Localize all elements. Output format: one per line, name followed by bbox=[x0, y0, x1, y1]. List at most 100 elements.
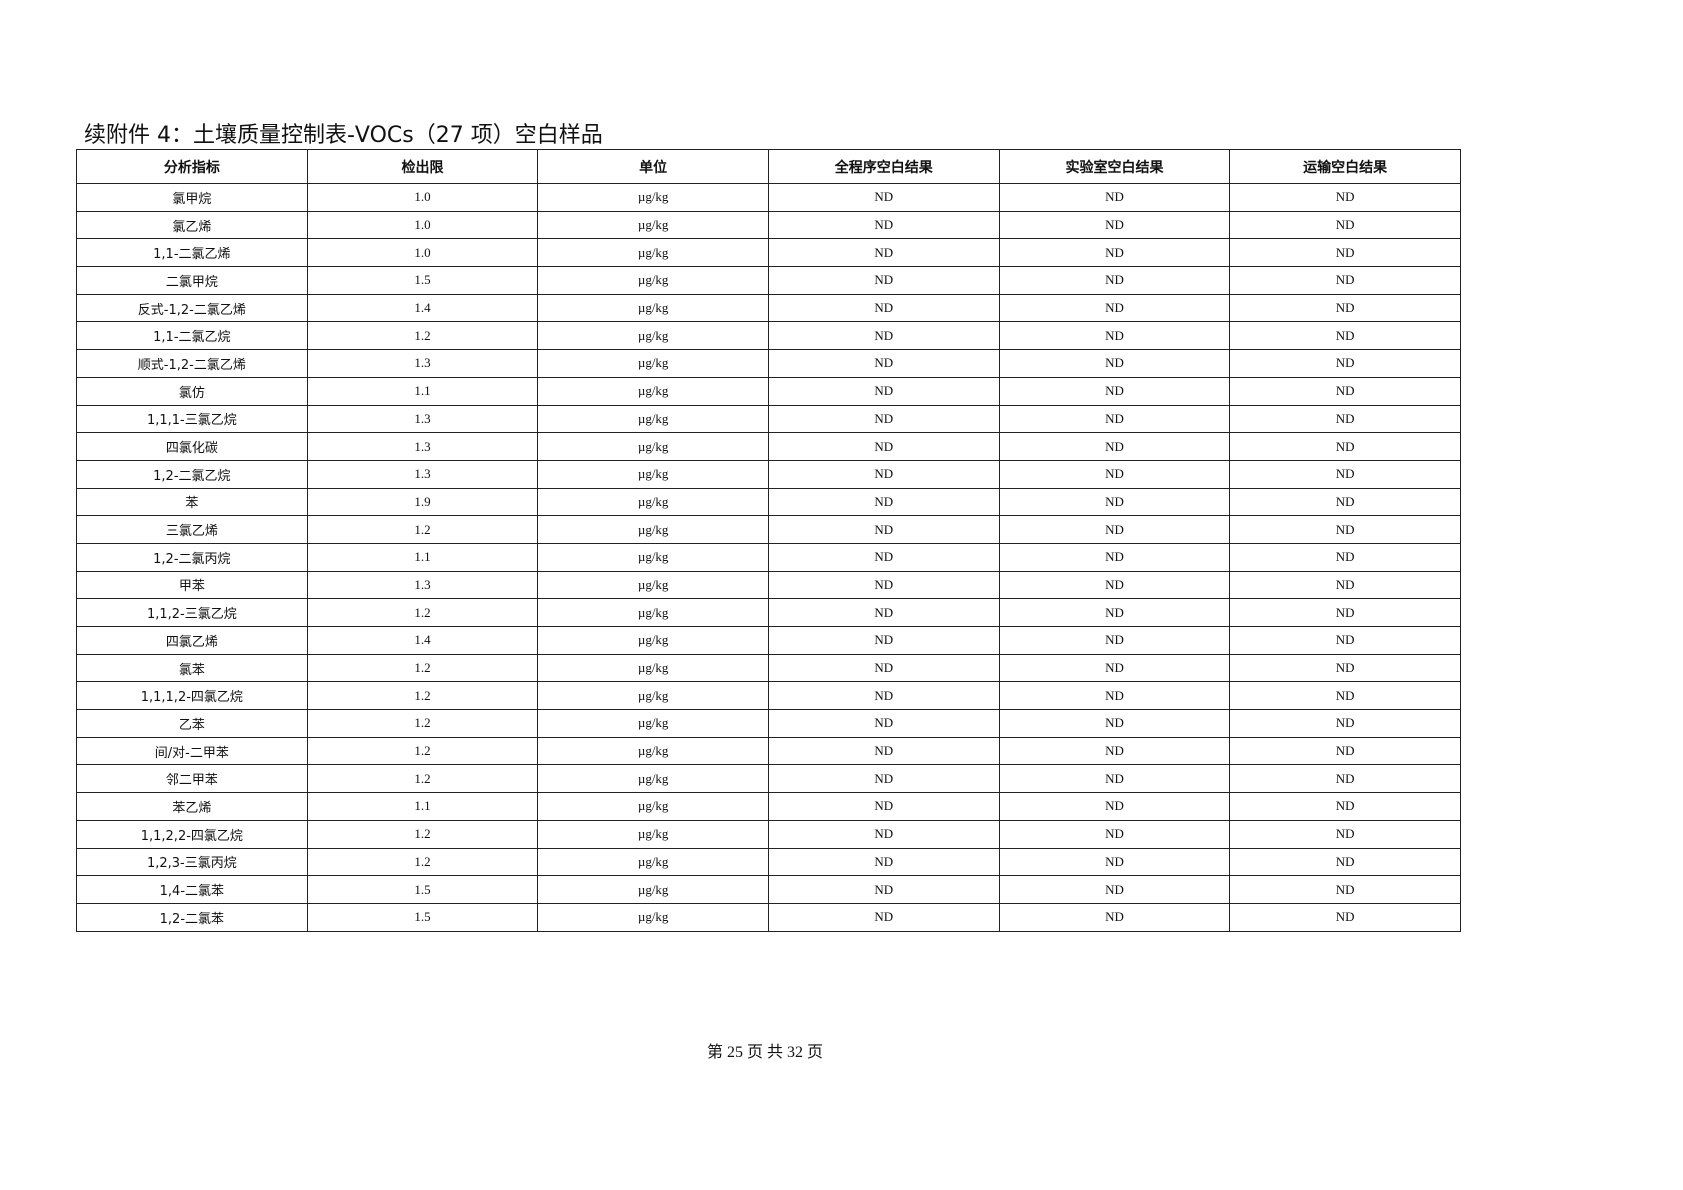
table-cell: ND bbox=[998, 626, 1231, 655]
table-cell: µg/kg bbox=[537, 792, 769, 821]
table-cell: ND bbox=[1229, 902, 1461, 932]
table-cell: 1.4 bbox=[306, 626, 539, 655]
table-cell: µg/kg bbox=[537, 736, 769, 766]
table-row: 1,2-二氯乙烷 1.3 µg/kg ND ND ND bbox=[76, 459, 1461, 489]
table-cell: ND bbox=[1229, 875, 1461, 904]
table-cell: 三氯乙烯 bbox=[76, 515, 308, 544]
table-row: 氯苯 1.2 µg/kg ND ND ND bbox=[76, 653, 1461, 683]
table-row: 间/对-二甲苯 1.2 µg/kg ND ND ND bbox=[76, 736, 1461, 766]
table-cell: 1,2-二氯苯 bbox=[76, 902, 308, 932]
table-cell: 氯乙烯 bbox=[76, 210, 308, 240]
table-cell: 1.3 bbox=[306, 404, 539, 434]
table-cell: 氯苯 bbox=[76, 653, 308, 683]
table-cell: 1.4 bbox=[306, 293, 539, 323]
table-cell: ND bbox=[767, 238, 1000, 268]
table-cell: ND bbox=[1229, 321, 1461, 351]
table-cell: 邻二甲苯 bbox=[76, 764, 308, 794]
table-cell: ND bbox=[998, 847, 1231, 877]
page-number: 第 25 页 共 32 页 bbox=[706, 1044, 823, 1061]
table-cell: 1,2-二氯乙烷 bbox=[76, 459, 308, 489]
table-cell: ND bbox=[1229, 792, 1461, 821]
table-cell: ND bbox=[767, 709, 1000, 738]
table-cell: µg/kg bbox=[537, 293, 769, 323]
table-cell: µg/kg bbox=[537, 764, 769, 794]
table-cell: ND bbox=[998, 321, 1231, 351]
table-cell: 1.3 bbox=[306, 459, 539, 489]
table-row: 氯甲烷 1.0 µg/kg ND ND ND bbox=[76, 183, 1461, 212]
document-title: 续附件 4：土壤质量控制表-VOCs（27 项）空白样品 bbox=[84, 123, 603, 148]
table-cell: ND bbox=[1229, 515, 1461, 544]
table-cell: 1.5 bbox=[306, 266, 539, 295]
table-cell: ND bbox=[1229, 376, 1461, 406]
table-cell: µg/kg bbox=[537, 459, 769, 489]
table-cell: ND bbox=[998, 349, 1231, 378]
table-cell: ND bbox=[767, 764, 1000, 794]
table-cell: 1.0 bbox=[306, 210, 539, 240]
table-cell: ND bbox=[767, 321, 1000, 351]
table-row: 顺式-1,2-二氯乙烯 1.3 µg/kg ND ND ND bbox=[76, 349, 1461, 378]
table-cell: ND bbox=[1229, 349, 1461, 378]
table-cell: ND bbox=[998, 542, 1231, 572]
table-cell: ND bbox=[1229, 293, 1461, 323]
table-row: 1,2-二氯苯 1.5 µg/kg ND ND ND bbox=[76, 902, 1461, 932]
column-header: 实验室空白结果 bbox=[998, 149, 1231, 184]
table-row: 氯仿 1.1 µg/kg ND ND ND bbox=[76, 376, 1461, 406]
table-cell: 氯甲烷 bbox=[76, 183, 308, 212]
table-cell: 1.1 bbox=[306, 792, 539, 821]
table-row: 三氯乙烯 1.2 µg/kg ND ND ND bbox=[76, 515, 1461, 544]
table-cell: ND bbox=[998, 404, 1231, 434]
table-cell: ND bbox=[767, 736, 1000, 766]
column-header: 分析指标 bbox=[76, 149, 308, 184]
table-row: 反式-1,2-二氯乙烯 1.4 µg/kg ND ND ND bbox=[76, 293, 1461, 323]
table-row: 乙苯 1.2 µg/kg ND ND ND bbox=[76, 709, 1461, 738]
table-cell: ND bbox=[767, 792, 1000, 821]
table-cell: 1.1 bbox=[306, 542, 539, 572]
table-row: 1,1,1-三氯乙烷 1.3 µg/kg ND ND ND bbox=[76, 404, 1461, 434]
table-cell: 1.2 bbox=[306, 709, 539, 738]
table-cell: ND bbox=[767, 819, 1000, 849]
table-cell: 1.2 bbox=[306, 764, 539, 794]
table-cell: ND bbox=[1229, 626, 1461, 655]
table-cell: ND bbox=[767, 598, 1000, 627]
table-cell: µg/kg bbox=[537, 570, 769, 600]
table-cell: ND bbox=[998, 736, 1231, 766]
table-cell: ND bbox=[998, 653, 1231, 683]
table-cell: 1.9 bbox=[306, 487, 539, 517]
table-row: 1,1,2-三氯乙烷 1.2 µg/kg ND ND ND bbox=[76, 598, 1461, 627]
table-cell: µg/kg bbox=[537, 183, 769, 212]
table-row: 1,1-二氯乙烯 1.0 µg/kg ND ND ND bbox=[76, 238, 1461, 268]
table-cell: 1,1,2-三氯乙烷 bbox=[76, 598, 308, 627]
table-row: 甲苯 1.3 µg/kg ND ND ND bbox=[76, 570, 1461, 600]
table-cell: 1.2 bbox=[306, 321, 539, 351]
table-cell: ND bbox=[1229, 238, 1461, 268]
table-cell: 氯仿 bbox=[76, 376, 308, 406]
table-cell: ND bbox=[767, 875, 1000, 904]
table-cell: 1,1-二氯乙烷 bbox=[76, 321, 308, 351]
table-cell: ND bbox=[1229, 542, 1461, 572]
table-cell: µg/kg bbox=[537, 266, 769, 295]
table-cell: 1.2 bbox=[306, 515, 539, 544]
table-cell: ND bbox=[998, 709, 1231, 738]
table-cell: ND bbox=[998, 819, 1231, 849]
column-header: 全程序空白结果 bbox=[767, 149, 1000, 184]
table-cell: 1,1,1,2-四氯乙烷 bbox=[76, 681, 308, 711]
table-cell: ND bbox=[998, 432, 1231, 461]
table-cell: 乙苯 bbox=[76, 709, 308, 738]
table-cell: 1.0 bbox=[306, 183, 539, 212]
table-cell: ND bbox=[767, 266, 1000, 295]
table-cell: 1,2-二氯丙烷 bbox=[76, 542, 308, 572]
table-cell: 1,1,2,2-四氯乙烷 bbox=[76, 819, 308, 849]
table-cell: µg/kg bbox=[537, 681, 769, 711]
table-cell: ND bbox=[1229, 847, 1461, 877]
table-cell: ND bbox=[998, 875, 1231, 904]
table-cell: 苯 bbox=[76, 487, 308, 517]
table-cell: 反式-1,2-二氯乙烯 bbox=[76, 293, 308, 323]
table-cell: 1,1-二氯乙烯 bbox=[76, 238, 308, 268]
table-cell: ND bbox=[998, 459, 1231, 489]
table-cell: ND bbox=[998, 293, 1231, 323]
table-cell: ND bbox=[767, 210, 1000, 240]
table-row: 1,1,2,2-四氯乙烷 1.2 µg/kg ND ND ND bbox=[76, 819, 1461, 849]
table-cell: ND bbox=[998, 238, 1231, 268]
table-cell: ND bbox=[1229, 570, 1461, 600]
table-cell: µg/kg bbox=[537, 404, 769, 434]
